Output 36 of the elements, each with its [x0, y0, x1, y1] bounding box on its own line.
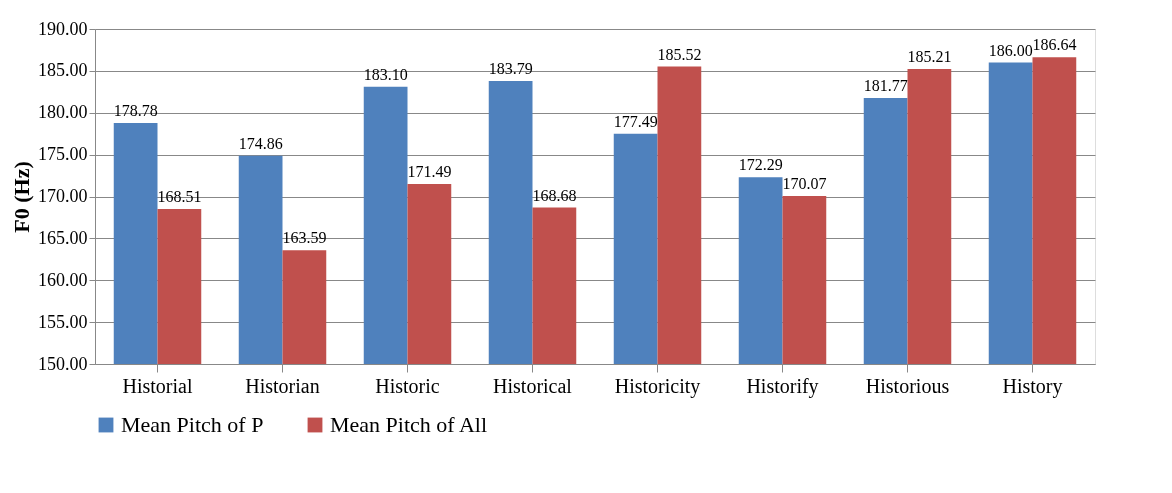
data-label: 186.64: [1032, 36, 1077, 54]
x-tick-label: Historicity: [614, 374, 701, 398]
legend-label: Mean Pitch of P: [121, 412, 264, 437]
y-tick-label: 165.00: [38, 227, 88, 248]
y-tick-label: 175.00: [38, 144, 88, 165]
y-tick-label: 190.00: [38, 18, 88, 39]
data-label: 185.52: [657, 45, 702, 63]
data-label: 185.21: [907, 48, 952, 66]
data-label: 186.00: [988, 41, 1033, 59]
y-tick-label: 155.00: [38, 311, 88, 332]
y-axis-title: F0 (Hz): [9, 161, 34, 233]
data-label: 183.10: [363, 65, 408, 83]
y-tick-label: 185.00: [38, 60, 88, 81]
data-label: 168.68: [532, 186, 577, 204]
x-tick-label: Historical: [493, 374, 573, 397]
data-label: 168.51: [157, 187, 202, 205]
data-label: 172.29: [738, 156, 783, 174]
x-tick-label: Historial: [122, 374, 193, 397]
data-label: 178.78: [113, 101, 158, 119]
data-label: 183.79: [488, 60, 533, 78]
x-tick-label: Historious: [865, 374, 950, 397]
x-tick-label: Historic: [375, 374, 440, 397]
data-label: 170.07: [782, 174, 827, 192]
x-tick-label: Historify: [746, 374, 819, 398]
y-tick-label: 180.00: [38, 102, 88, 123]
data-label: 171.49: [407, 163, 452, 181]
data-label: 181.77: [863, 76, 908, 94]
x-tick-label: Historian: [245, 374, 320, 397]
y-tick-label: 150.00: [38, 353, 88, 374]
legend-label: Mean Pitch of All: [330, 412, 488, 437]
x-tick-label: History: [1002, 374, 1063, 398]
data-label: 163.59: [282, 229, 327, 247]
data-label: 177.49: [613, 112, 658, 130]
data-label: 174.86: [238, 134, 283, 152]
y-tick-label: 170.00: [38, 186, 88, 206]
y-tick-label: 160.00: [38, 269, 88, 290]
